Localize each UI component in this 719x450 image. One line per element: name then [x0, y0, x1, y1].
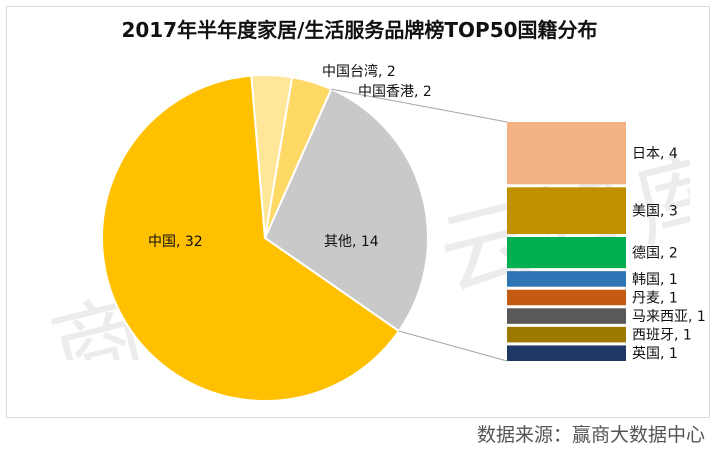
chart-title: 2017年半年度家居/生活服务品牌榜TOP50国籍分布 — [121, 18, 598, 42]
breakdown-label-7: 英国, 1 — [632, 345, 678, 362]
breakdown-label-4: 丹麦, 1 — [632, 291, 678, 307]
breakdown-bar-segment-0 — [507, 122, 626, 185]
breakdown-bar-segment-1 — [507, 187, 626, 234]
breakdown-label-3: 韩国, 1 — [632, 272, 678, 288]
pie-slice-3 — [264, 76, 333, 239]
breakdown-bar-segment-6 — [507, 326, 626, 343]
pie-label-china: 中国, 32 — [148, 234, 203, 250]
breakdown-label-1: 美国, 3 — [632, 204, 678, 220]
chart-frame — [6, 6, 710, 418]
breakdown-label-5: 马来西亚, 1 — [632, 309, 706, 325]
source-note: 数据来源：赢商大数据中心 — [476, 424, 705, 446]
breakdown-label-2: 德国, 2 — [632, 246, 678, 262]
pie-label-other: 其他, 14 — [324, 234, 379, 250]
connector-line-top — [331, 88, 508, 123]
breakdown-bar-segment-4 — [507, 289, 626, 306]
pie-label-taiwan: 中国台湾, 2 — [322, 63, 396, 80]
breakdown-bar-segment-5 — [507, 308, 626, 324]
breakdown-bar-segment-3 — [507, 271, 626, 287]
bar-of-pie-chart: 日本, 4 美国, 3 德国, 2 韩国, 1 丹麦, 1 马来西亚, 1 西班牙, 1英国… — [101, 63, 706, 402]
breakdown-bar-segment-7 — [507, 345, 626, 361]
pie-slice-0 — [263, 87, 429, 333]
breakdown-bar-segment-2 — [507, 237, 626, 269]
connector-line-bottom — [398, 330, 508, 362]
pie-label-hongkong: 中国香港, 2 — [358, 84, 432, 100]
breakdown-label-6: 西班牙, 1 — [632, 328, 692, 344]
breakdown-label-0: 日本, 4 — [632, 146, 678, 162]
pie-slice-1 — [101, 74, 401, 402]
